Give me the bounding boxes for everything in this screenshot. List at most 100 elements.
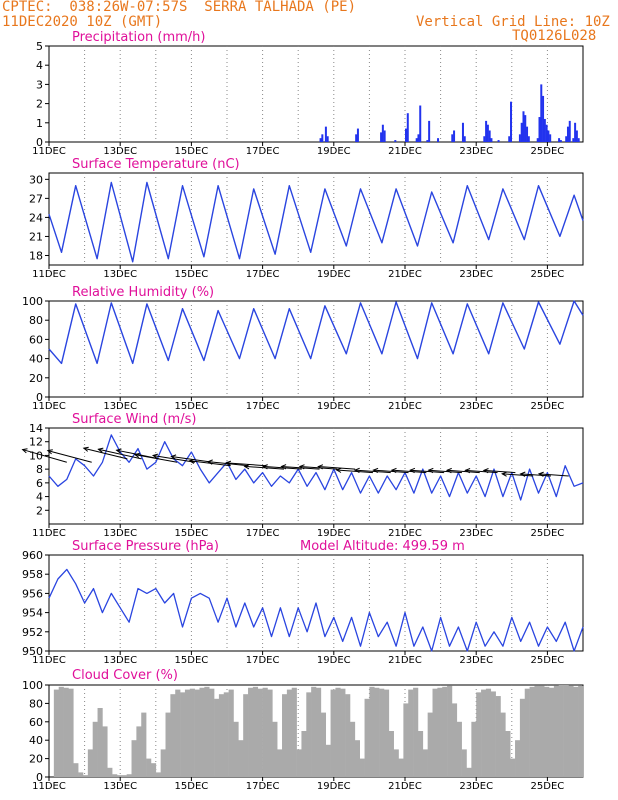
cloud-bar: [141, 712, 147, 777]
cloud-bar: [267, 689, 273, 777]
x-tick-label: 11DEC: [32, 781, 66, 792]
y-tick-label: 4: [36, 491, 43, 504]
x-tick-label: 15DEC: [175, 781, 209, 792]
y-tick-label: 6: [36, 477, 43, 490]
wind-arrow-head: [170, 454, 177, 460]
wind-arrow-shaft: [171, 455, 213, 463]
cloud-bar: [558, 685, 564, 777]
wind-arrow-shaft: [318, 466, 356, 470]
wind-arrow-head: [21, 448, 28, 454]
plot-frame: [48, 427, 584, 525]
y-tick-label: 12: [29, 436, 43, 449]
cloud-bar: [476, 692, 482, 777]
y-tick-label: 0: [36, 136, 43, 149]
panel-title: Surface Wind (m/s): [72, 412, 196, 427]
cloud-bar: [209, 688, 215, 777]
wind-arrow-head: [427, 467, 434, 474]
x-tick-label: 17DEC: [246, 655, 280, 666]
x-tick-label: 17DEC: [246, 401, 280, 412]
x-tick-label: 25DEC: [531, 269, 565, 280]
x-tick-label: 19DEC: [317, 146, 351, 157]
cloud-bar: [175, 689, 181, 777]
cloud-bar: [529, 686, 535, 777]
cloud-bar: [461, 749, 467, 777]
x-tick-label: 11DEC: [32, 146, 66, 157]
cloud-bar: [204, 686, 210, 777]
precip-bar: [520, 122, 523, 142]
y-tick-label: 80: [29, 314, 43, 327]
cloud-bar: [354, 740, 360, 777]
wind-arrow-shaft: [502, 473, 534, 477]
y-tick-label: 10: [29, 449, 43, 462]
cloud-bar: [573, 686, 579, 777]
wind-arrow-head: [390, 467, 397, 474]
series-line: [48, 181, 584, 263]
cloud-bar: [408, 689, 414, 777]
cloud-bar: [301, 731, 307, 777]
wind-arrow-head: [243, 464, 250, 470]
cloud-bar: [223, 692, 229, 777]
station-header: CPTEC: 038:26W-07:57S SERRA TALHADA (PE): [2, 0, 357, 15]
y-tick-label: 956: [22, 587, 43, 600]
y-tick-label: 18: [29, 249, 43, 262]
y-tick-label: 30: [29, 173, 43, 186]
wind-arrow-shaft: [410, 469, 445, 474]
precip-bar: [526, 126, 529, 142]
wind-arrow-shaft: [83, 447, 128, 460]
precip-bar: [405, 128, 407, 142]
precip-bar: [355, 134, 358, 142]
x-tick-label: 13DEC: [103, 146, 137, 157]
x-tick-label: 13DEC: [103, 401, 137, 412]
wind-arrow-head: [445, 467, 452, 474]
panel-3: [21, 427, 584, 528]
grid-note: Vertical Grid Line: 10Z: [416, 14, 610, 30]
cloud-bar: [320, 712, 327, 777]
cloud-bar: [485, 688, 492, 777]
plot-frame: [48, 172, 584, 266]
cloud-bar: [427, 712, 433, 777]
cloud-bar: [131, 740, 137, 777]
wind-arrow-shaft: [465, 469, 498, 474]
precip-bar: [572, 138, 575, 142]
wind-arrow-head: [46, 449, 53, 455]
precip-bar: [547, 130, 550, 142]
cloud-bar: [286, 689, 293, 777]
cloud-bar: [150, 763, 157, 777]
x-tick-label: 19DEC: [317, 781, 351, 792]
y-tick-label: 960: [22, 549, 43, 562]
precip-bar: [527, 136, 530, 142]
wind-arrow-shaft: [336, 469, 373, 474]
y-tick-label: 100: [22, 295, 43, 308]
x-tick-label: 19DEC: [317, 269, 351, 280]
cloud-bar: [374, 687, 380, 777]
x-tick-label: 17DEC: [246, 528, 280, 539]
cloud-bar: [248, 687, 254, 777]
cloud-bar: [549, 687, 555, 777]
y-tick-label: 40: [29, 734, 43, 747]
cloud-bar: [447, 685, 453, 777]
panel-4: [45, 554, 584, 655]
cloud-bar: [515, 740, 521, 777]
precip-bar: [380, 132, 383, 142]
precip-bar: [566, 126, 569, 142]
cloud-bar: [228, 689, 234, 777]
cloud-bar: [296, 749, 302, 777]
cloud-bar: [306, 692, 312, 777]
cloud-bar: [112, 774, 118, 777]
wind-arrow-shaft: [428, 469, 462, 474]
x-tick-label: 23DEC: [459, 655, 493, 666]
x-tick-label: 19DEC: [317, 401, 351, 412]
cloud-bar: [238, 740, 244, 777]
x-tick-label: 23DEC: [459, 269, 493, 280]
cloud-bar: [262, 687, 268, 777]
precip-bar: [522, 111, 525, 142]
cloud-bar: [451, 703, 458, 777]
x-tick-label: 15DEC: [175, 655, 209, 666]
precip-bar: [419, 105, 422, 142]
precip-bar: [415, 138, 418, 142]
precip-bar: [543, 118, 546, 142]
x-tick-label: 19DEC: [317, 655, 351, 666]
cloud-bar: [189, 688, 195, 777]
cloud-bar: [432, 688, 438, 777]
